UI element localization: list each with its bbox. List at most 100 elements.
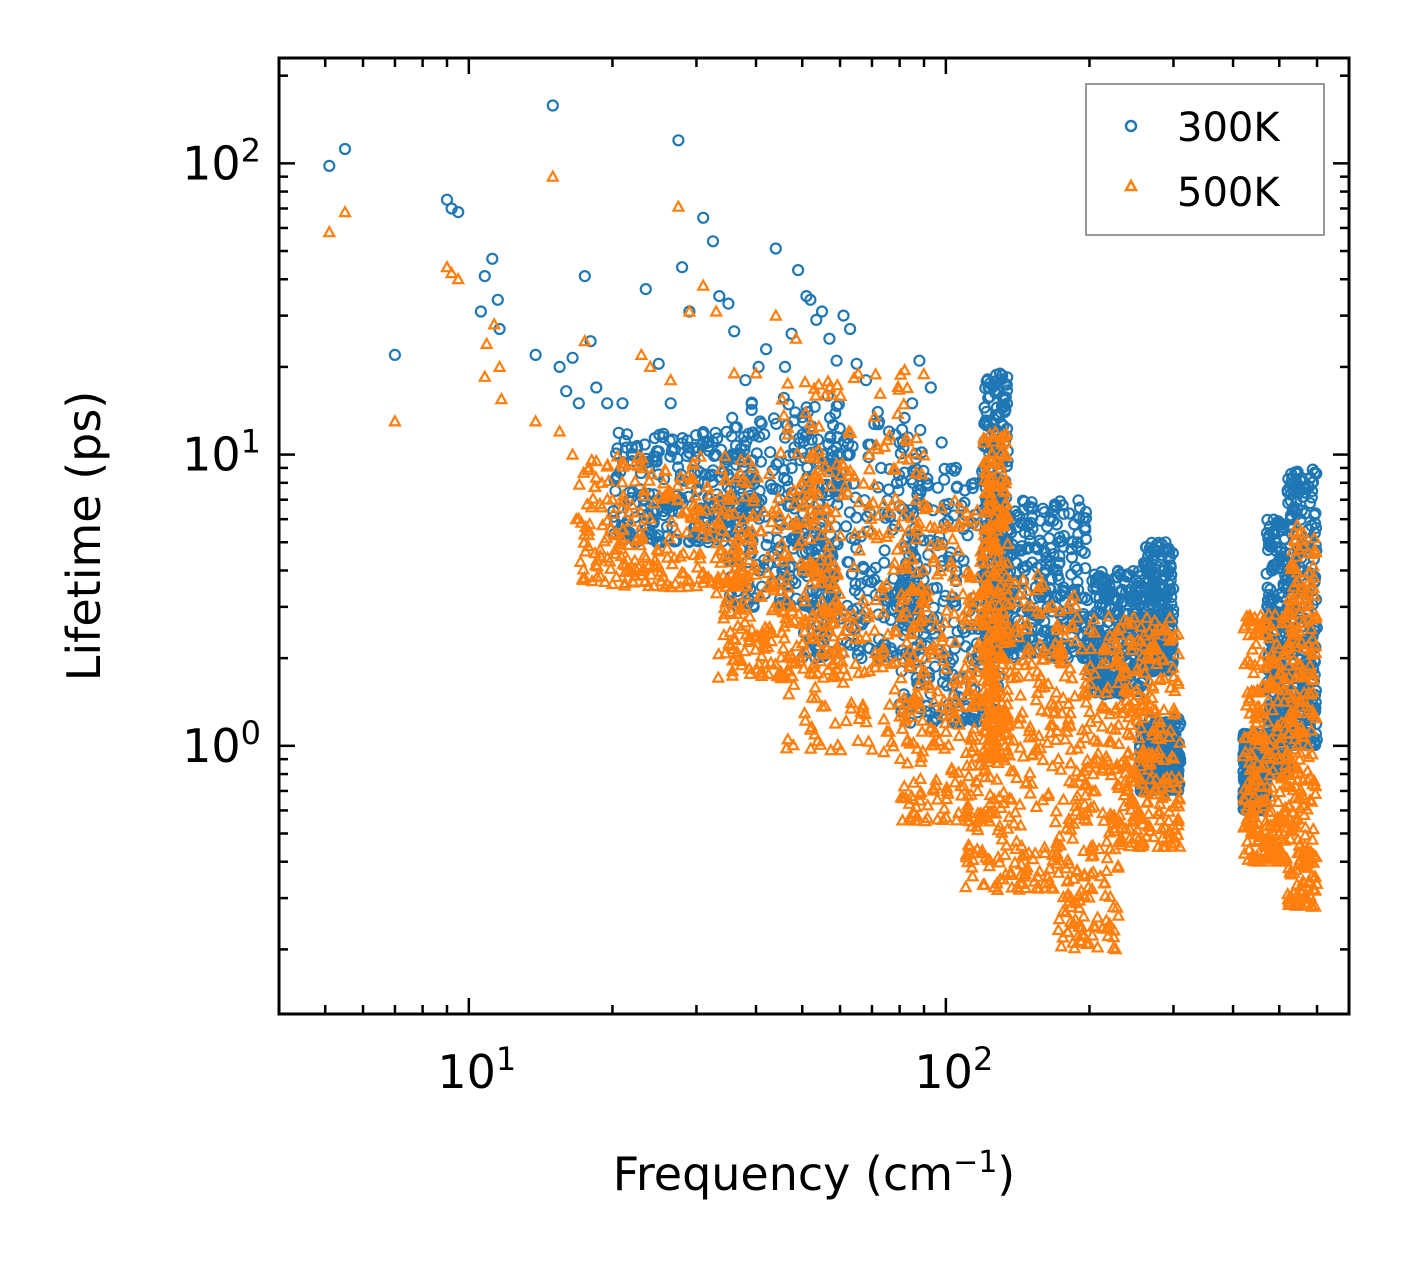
point-300k-1530	[1039, 563, 1052, 577]
point-500k-858	[897, 690, 912, 704]
point-500k-1538	[1022, 845, 1036, 859]
point-500k-457	[754, 648, 769, 662]
point-500k-1812	[1077, 811, 1092, 825]
point-500k-245	[679, 525, 694, 538]
point-500k-141	[689, 499, 703, 512]
point-500k-706	[823, 380, 837, 393]
point-500k-346	[814, 527, 829, 541]
point-500k-1631	[1066, 871, 1081, 884]
point-500k-1556	[996, 872, 1011, 885]
point-500k-256	[620, 552, 635, 565]
point-500k-276	[734, 621, 749, 634]
point-500k-1584	[1050, 617, 1065, 631]
point-500k-343	[797, 624, 812, 637]
point-500k-1531	[1004, 792, 1019, 805]
point-500k-690	[814, 451, 829, 464]
point-500k-1269	[982, 626, 997, 640]
point-500k-381	[711, 513, 726, 526]
point-500k-1494	[1046, 706, 1061, 719]
point-500k-1426	[983, 706, 998, 719]
point-500k-400	[778, 546, 792, 560]
point-500k-231	[590, 553, 604, 566]
point-500k-608	[818, 387, 833, 401]
point-500k-958	[935, 699, 949, 712]
point-500k-306	[787, 496, 802, 509]
point-500k-620	[877, 439, 892, 452]
point-500k-165	[658, 463, 673, 477]
point-500k-1781	[1069, 804, 1084, 817]
point-500k-1801	[1074, 883, 1089, 896]
point-500k-1546	[969, 749, 983, 762]
point-300k-1740	[1111, 564, 1125, 578]
point-500k-1729	[1056, 792, 1071, 805]
point-500k-1179	[980, 673, 995, 687]
point-500k-778	[876, 744, 891, 758]
point-300k-720	[852, 644, 865, 657]
point-500k-95	[673, 549, 688, 562]
point-300k-2840	[1264, 592, 1277, 605]
point-500k-601	[864, 522, 879, 536]
point-500k-709	[869, 437, 884, 451]
point-500k-1718	[1049, 732, 1063, 746]
point-500k-1748	[1053, 654, 1068, 668]
point-300k-51	[618, 434, 631, 447]
point-500k-1541	[1016, 749, 1031, 762]
point-500k-234	[686, 471, 701, 485]
point-500k-1288	[999, 472, 1013, 485]
point-300k-865	[966, 482, 979, 495]
point-500k-963	[909, 531, 924, 545]
point-500k-937	[926, 781, 941, 794]
point-500k-967	[913, 700, 928, 713]
point-500k-453	[720, 590, 735, 603]
point-500k-1385	[1040, 704, 1054, 717]
point-500k-607	[862, 498, 877, 511]
point-500k-1553	[1019, 657, 1033, 671]
point-500k-1022	[945, 532, 960, 545]
point-500k-702	[868, 367, 883, 380]
point-500k-604	[821, 553, 835, 566]
point-300k-1729	[1122, 568, 1135, 581]
point-300k-172	[696, 428, 710, 441]
point-500k-1481	[1006, 733, 1021, 746]
point-300k-1559	[1075, 544, 1088, 557]
point-300k-3165	[815, 305, 829, 318]
point-500k-1477	[978, 769, 993, 783]
point-500k-1028	[899, 605, 914, 618]
point-500k-817	[927, 694, 942, 708]
point-500k-1039	[923, 721, 937, 734]
point-500k-473	[793, 650, 808, 663]
point-500k-1550	[987, 723, 1002, 737]
point-500k-354	[764, 655, 778, 668]
point-500k-875	[948, 706, 962, 719]
point-300k-3120	[323, 159, 336, 172]
point-300k-707	[874, 461, 888, 474]
point-500k-1168	[985, 445, 999, 458]
point-500k-44	[717, 448, 732, 462]
point-500k-139	[634, 518, 649, 531]
point-500k-1525	[1022, 730, 1037, 743]
point-500k-884	[920, 798, 935, 811]
point-500k-1405	[1002, 572, 1017, 585]
point-500k-282	[762, 466, 777, 480]
point-500k-1483	[977, 570, 992, 583]
point-500k-935	[923, 681, 937, 694]
point-500k-164	[593, 569, 608, 582]
point-500k-1067	[999, 496, 1014, 509]
point-300k-326	[760, 538, 773, 552]
point-500k-746	[853, 631, 867, 645]
point-500k-676	[881, 627, 895, 640]
point-500k-69	[589, 470, 603, 483]
point-500k-753	[854, 704, 868, 718]
point-500k-929	[905, 627, 919, 640]
point-300k-1466	[1014, 544, 1028, 557]
point-500k-1802	[1104, 767, 1119, 781]
point-500k-800	[896, 652, 911, 665]
point-500k-1559	[1003, 664, 1018, 677]
point-500k-185	[615, 500, 630, 513]
point-500k-1286	[988, 543, 1003, 556]
point-500k-1464	[1044, 880, 1058, 893]
point-500k-1402	[1029, 740, 1044, 754]
point-300k-3137	[572, 397, 585, 410]
point-300k-670	[878, 556, 891, 569]
point-300k-2828	[1271, 555, 1285, 569]
